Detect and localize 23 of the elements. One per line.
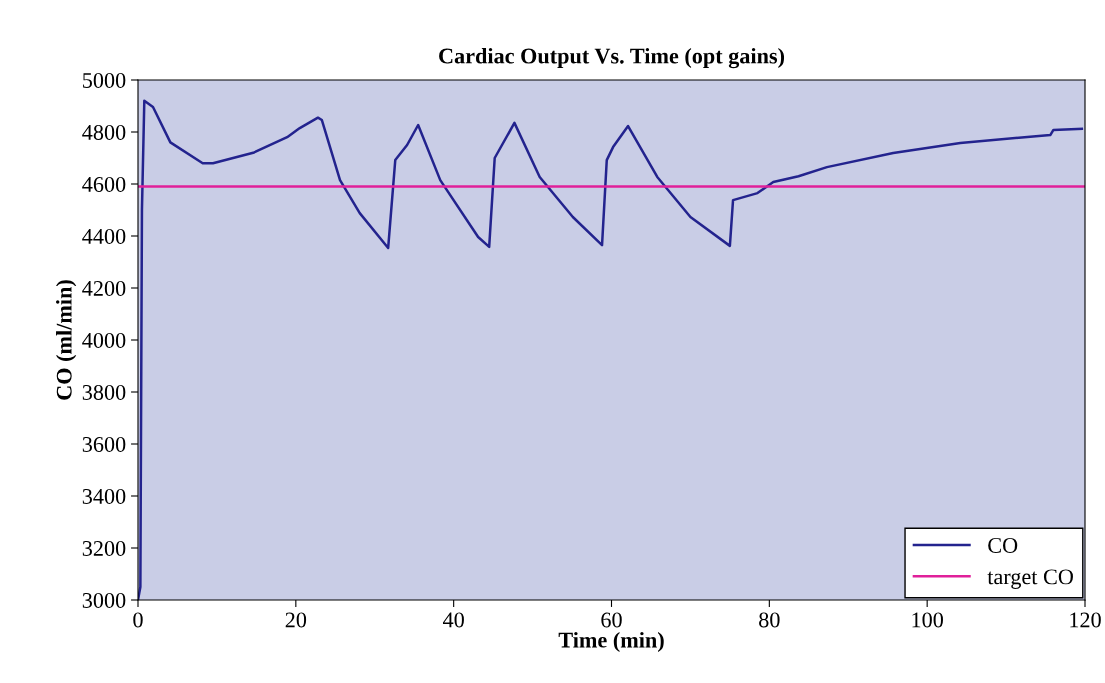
y-tick-label: 4400 [82, 228, 126, 244]
y-tick-label: 3200 [82, 540, 126, 556]
y-axis-title: CO (ml/min) [56, 280, 77, 400]
y-tick-label: 3600 [82, 436, 126, 452]
y-tick-label: 5000 [83, 72, 126, 88]
x-tick-label: 20 [285, 612, 307, 628]
y-tick-label: 3400 [82, 488, 126, 504]
x-tick-label: 120 [1070, 612, 1101, 628]
legend-label: CO [988, 537, 1018, 553]
y-tick-label: 4600 [82, 176, 126, 192]
x-tick-label: 0 [133, 612, 143, 628]
y-tick-label: 3000 [82, 592, 126, 608]
y-tick-label: 3800 [82, 384, 126, 400]
x-tick-label: 100 [912, 612, 943, 628]
y-tick-label: 4000 [82, 332, 126, 348]
legend-label: target CO [987, 569, 1073, 589]
x-tick-label: 40 [442, 612, 464, 628]
x-tick-label: 60 [601, 612, 622, 628]
x-tick-label: 80 [759, 612, 780, 628]
y-tick-label: 4200 [82, 280, 126, 296]
y-tick-label: 4800 [82, 124, 126, 140]
chart-title: Cardiac Output Vs. Time (opt gains) [439, 47, 785, 69]
x-axis-title: Time (min) [558, 631, 664, 653]
